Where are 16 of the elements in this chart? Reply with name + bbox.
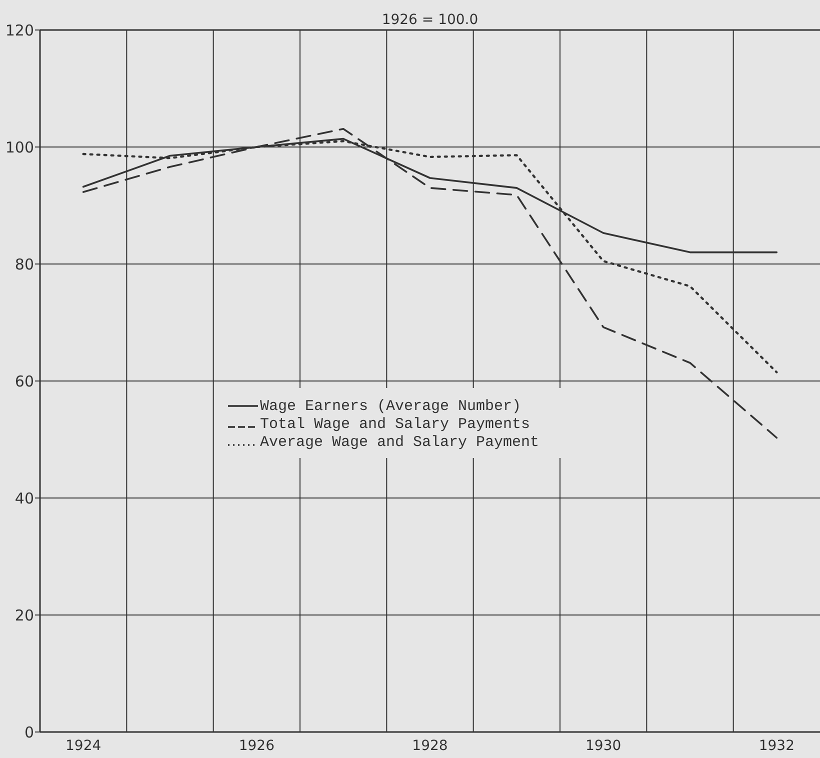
y-tick-label: 0	[24, 723, 34, 742]
y-tick-label: 120	[5, 21, 34, 40]
x-tick-label: 1930	[586, 738, 622, 754]
x-tick-label: 1928	[412, 738, 448, 754]
legend-label: Total Wage and Salary Payments	[260, 416, 530, 433]
y-tick-label: 20	[14, 606, 34, 624]
x-tick-label: 1932	[758, 738, 794, 754]
y-tick-label: 80	[14, 255, 34, 274]
x-tick-label: 1926	[238, 738, 275, 754]
x-tick-label: 1924	[66, 738, 102, 754]
y-tick-label: 100	[5, 138, 34, 156]
legend-label: Average Wage and Salary Payment	[260, 434, 540, 451]
legend-label: Wage Earners (Average Number)	[260, 398, 522, 415]
y-tick-label: 60	[14, 372, 34, 390]
chart-title: 1926 = 100.0	[382, 12, 478, 28]
y-tick-label: 40	[14, 489, 34, 508]
